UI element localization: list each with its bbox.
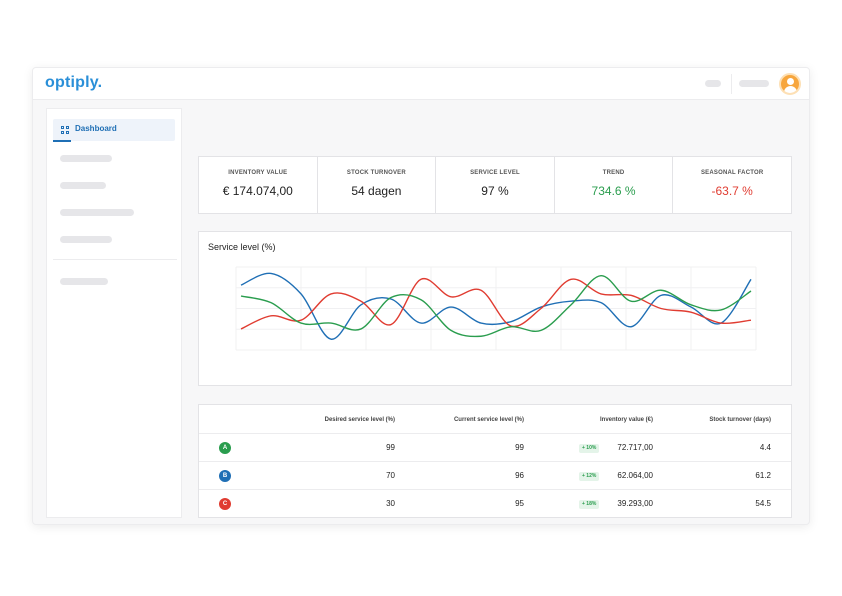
inventory-value: 72.717,00 (617, 443, 653, 452)
class-badge: C (219, 498, 231, 510)
sidebar-item-placeholder[interactable] (60, 155, 112, 162)
stock-turnover: 4.4 (759, 443, 771, 452)
sidebar-item-dashboard[interactable]: Dashboard (53, 119, 175, 141)
table-row[interactable]: C 30 95 + 18% 39.293,00 54.5 (199, 489, 791, 517)
sidebar-item-label: Dashboard (75, 124, 117, 133)
sidebar-divider (53, 259, 177, 260)
kpi-value: 97 % (481, 184, 509, 198)
desired-service-level: 30 (386, 499, 395, 508)
current-service-level: 95 (515, 499, 524, 508)
trend-badge: + 12% (579, 472, 600, 481)
grid-icon (61, 126, 69, 134)
chart-series-line (240, 277, 752, 330)
column-header: Stock turnover (days) (709, 417, 771, 423)
sidebar-item-placeholder[interactable] (60, 209, 134, 216)
kpi-card: SEASONAL FACTOR -63.7 % (673, 157, 791, 213)
topbar-placeholder-small[interactable] (705, 80, 721, 87)
top-bar: optiply. (33, 68, 809, 100)
column-header: Inventory value (€) (599, 417, 653, 423)
sidebar-item-placeholder[interactable] (60, 236, 112, 243)
kpi-card: INVENTORY VALUE € 174.074,00 (199, 157, 318, 213)
kpi-card: TREND 734.6 % (555, 157, 674, 213)
kpi-label: SERVICE LEVEL (470, 170, 520, 176)
current-service-level: 96 (515, 471, 524, 480)
column-header: Current service level (%) (453, 417, 524, 423)
current-service-level: 99 (515, 443, 524, 452)
user-avatar-icon[interactable] (779, 73, 801, 95)
kpi-value: -63.7 % (711, 184, 753, 198)
chart-title: Service level (%) (208, 242, 276, 252)
sidebar-item-placeholder[interactable] (60, 278, 108, 285)
kpi-label: STOCK TURNOVER (346, 170, 406, 176)
kpi-value: 54 dagen (351, 184, 402, 198)
active-indicator (53, 140, 71, 142)
kpi-label: SEASONAL FACTOR (700, 170, 764, 176)
inventory-value: 39.293,00 (617, 499, 653, 508)
sidebar-item-placeholder[interactable] (60, 182, 106, 189)
class-badge: A (219, 442, 231, 454)
topbar-placeholder-user-name[interactable] (739, 80, 769, 87)
chart-series-line (240, 272, 752, 340)
class-badge: B (219, 470, 231, 482)
kpi-card: STOCK TURNOVER 54 dagen (318, 157, 437, 213)
service-level-chart-card: Service level (%) (198, 231, 792, 386)
sidebar: Dashboard (46, 108, 182, 518)
table-row[interactable]: A 99 99 + 10% 72.717,00 4.4 (199, 433, 791, 461)
column-header: Desired service level (%) (324, 417, 395, 423)
desired-service-level: 70 (386, 471, 395, 480)
kpi-strip: INVENTORY VALUE € 174.074,00 STOCK TURNO… (198, 156, 792, 214)
kpi-label: INVENTORY VALUE (228, 170, 288, 176)
table-row[interactable]: B 70 96 + 12% 62.064,00 61.2 (199, 461, 791, 489)
kpi-value: € 174.074,00 (222, 184, 293, 198)
service-level-table: Desired service level (%) Current servic… (198, 404, 792, 518)
service-level-chart (235, 266, 757, 351)
stock-turnover: 54.5 (755, 499, 771, 508)
kpi-card: SERVICE LEVEL 97 % (436, 157, 555, 213)
kpi-value: 734.6 % (591, 184, 636, 198)
optiply-logo[interactable]: optiply. (45, 74, 103, 91)
desired-service-level: 99 (386, 443, 395, 452)
inventory-value: 62.064,00 (617, 471, 653, 480)
stock-turnover: 61.2 (755, 471, 771, 480)
app-window: optiply. Dashboard INVENTORY VALUE € 174… (32, 67, 810, 525)
chart-series-line (240, 274, 752, 338)
kpi-label: TREND (602, 170, 625, 176)
topbar-divider (731, 74, 732, 94)
trend-badge: + 18% (579, 500, 600, 509)
trend-badge: + 10% (579, 444, 600, 453)
